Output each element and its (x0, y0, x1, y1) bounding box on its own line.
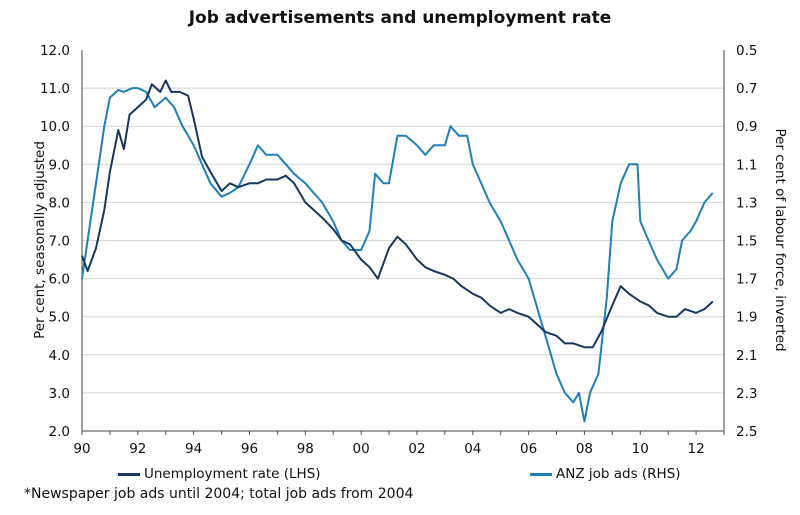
y-tick-label-left: 9.0 (49, 157, 70, 173)
legend-swatch (530, 472, 552, 476)
y-tick-label-left: 11.0 (40, 81, 70, 97)
y-axis-label-left: Per cent, seasonally adjusted (32, 141, 48, 339)
y-tick-label-left: 8.0 (49, 195, 70, 211)
series-lines (81, 79, 714, 423)
legend-swatch (118, 472, 140, 476)
series-line-anz-job-ads (81, 87, 714, 423)
y-tick-label-left: 10.0 (40, 119, 70, 135)
tick-labels: 2.0 3.0 4.0 5.0 6.0 7.0 8.0 9.0 10.0 11.0 12.0 0.5 0… (40, 43, 758, 457)
y-tick-label-right: 0.9 (736, 119, 757, 135)
y-tick-label-right: 2.3 (736, 386, 757, 402)
legend-item-unemployment: Unemployment rate (LHS) (118, 466, 321, 482)
x-tick-label: 98 (297, 441, 314, 457)
y-tick-label-left: 4.0 (49, 348, 70, 364)
x-tick-label: 10 (632, 441, 649, 457)
y-tick-label-left: 5.0 (49, 310, 70, 326)
y-tick-label-left: 3.0 (49, 386, 70, 402)
footnote: *Newspaper job ads until 2004; total job… (24, 486, 414, 502)
chart-title: Job advertisements and unemployment rate (188, 8, 612, 28)
legend-item-anz-job-ads: ANZ job ads (RHS) (530, 466, 681, 482)
x-tick-label: 12 (687, 441, 704, 457)
axes (81, 50, 725, 435)
x-tick-label: 96 (241, 441, 258, 457)
x-tick-label: 08 (576, 441, 593, 457)
x-tick-label: 04 (464, 441, 481, 457)
y-tick-label-right: 1.5 (736, 234, 757, 250)
legend-label: Unemployment rate (LHS) (144, 466, 321, 482)
y-tick-label-left: 6.0 (49, 272, 70, 288)
x-tick-label: 94 (185, 441, 202, 457)
y-tick-label-right: 0.5 (736, 43, 757, 59)
y-tick-label-left: 7.0 (49, 234, 70, 250)
series-line-unemployment (81, 79, 714, 349)
legend-label: ANZ job ads (RHS) (556, 466, 681, 482)
x-tick-label: 00 (353, 441, 370, 457)
y-tick-label-right: 2.5 (736, 424, 757, 440)
y-tick-label-right: 2.1 (736, 348, 757, 364)
x-tick-label: 92 (129, 441, 146, 457)
y-tick-label-right: 1.3 (736, 195, 757, 211)
y-tick-label-right: 1.9 (736, 310, 757, 326)
y-tick-label-right: 0.7 (736, 81, 757, 97)
y-axis-label-right: Per cent of labour force, inverted (772, 128, 788, 351)
x-tick-label: 02 (408, 441, 425, 457)
y-tick-label-left: 2.0 (49, 424, 70, 440)
x-tick-label: 90 (73, 441, 90, 457)
y-tick-label-left: 12.0 (40, 43, 70, 59)
y-tick-label-right: 1.7 (736, 272, 757, 288)
y-tick-label-right: 1.1 (736, 157, 757, 173)
x-tick-label: 06 (520, 441, 537, 457)
